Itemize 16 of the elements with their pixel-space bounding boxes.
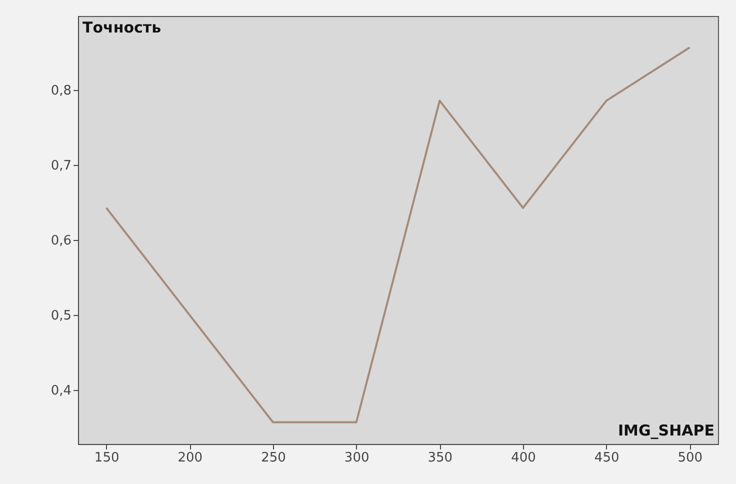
x-tick-label: 150 xyxy=(94,450,120,466)
x-tick-label: 400 xyxy=(511,450,536,466)
x-tick-label: 200 xyxy=(178,450,203,466)
y-axis-title: Точность xyxy=(82,18,162,36)
line-series xyxy=(105,46,691,424)
x-tick-label: 350 xyxy=(428,450,453,466)
x-tick-label: 450 xyxy=(594,450,620,466)
x-axis-title: IMG_SHAPE xyxy=(618,422,714,440)
y-tick-label: 0,5 xyxy=(50,308,72,324)
y-tick-label: 0,8 xyxy=(50,84,72,99)
y-tick-label: 0,4 xyxy=(50,384,72,399)
x-tick-label: 500 xyxy=(678,450,703,466)
y-tick-label: 0,7 xyxy=(50,158,72,174)
y-tick-label: 0,6 xyxy=(50,234,72,249)
x-tick-label: 300 xyxy=(344,450,370,466)
x-tick-label: 250 xyxy=(261,450,286,466)
